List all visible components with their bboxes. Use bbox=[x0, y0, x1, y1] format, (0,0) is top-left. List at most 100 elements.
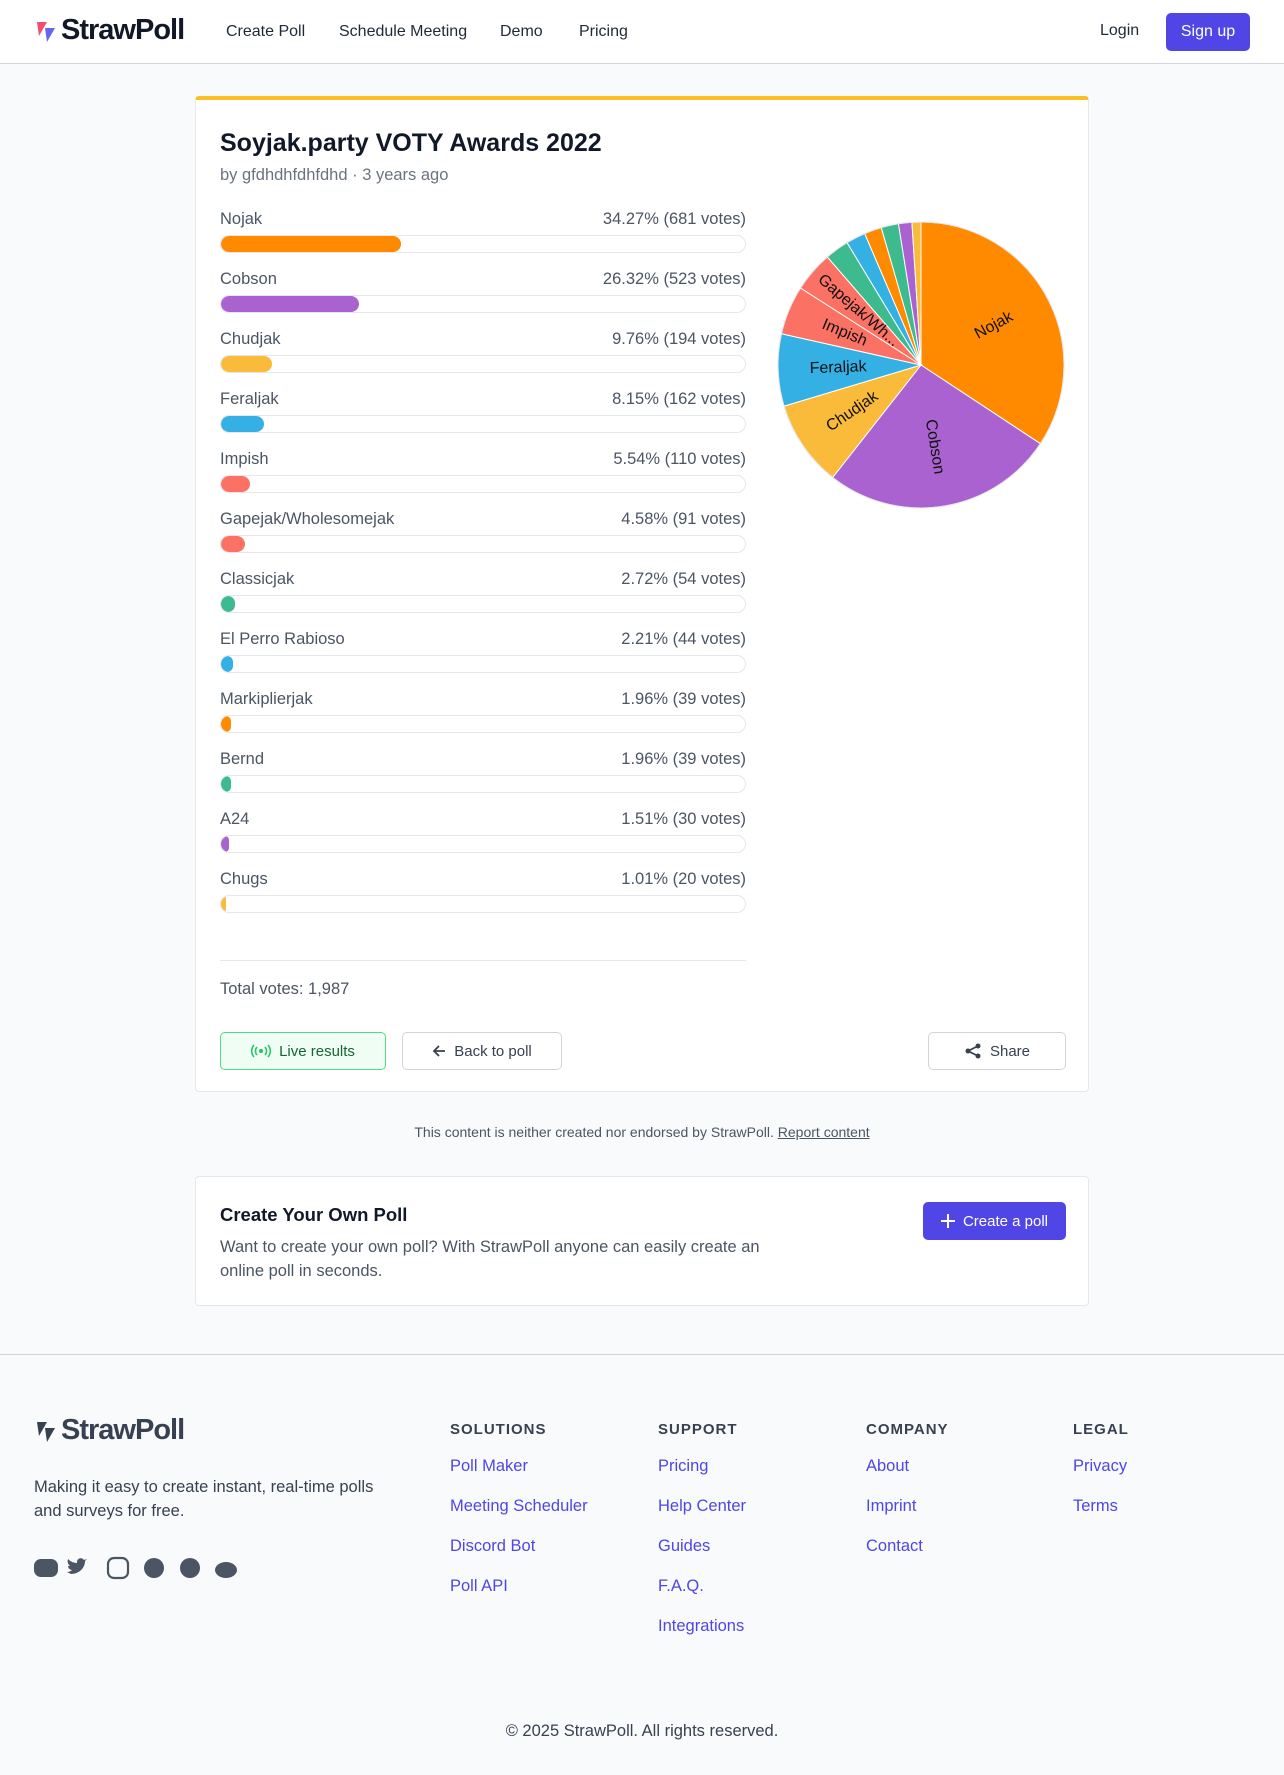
instagram-icon[interactable] bbox=[106, 1556, 130, 1580]
option-result: 1.51% (30 votes) bbox=[621, 810, 746, 828]
nav-link[interactable]: Pricing bbox=[579, 23, 628, 40]
nav-link[interactable]: Schedule Meeting bbox=[339, 23, 468, 40]
bar bbox=[221, 536, 245, 552]
poll-title: Soyjak.party VOTY Awards 2022 bbox=[220, 129, 602, 157]
pie-outline bbox=[777, 221, 1065, 509]
footer-logo[interactable]: StrawPoll bbox=[33, 1414, 185, 1447]
github-icon[interactable] bbox=[180, 1558, 200, 1578]
footer-link[interactable]: Terms bbox=[1073, 1497, 1118, 1515]
footer-link[interactable]: Contact bbox=[866, 1537, 923, 1555]
signup-button[interactable]: Sign up bbox=[1166, 13, 1250, 51]
footer-link[interactable]: Discord Bot bbox=[450, 1537, 536, 1555]
footer-link[interactable]: About bbox=[866, 1457, 910, 1475]
bar bbox=[221, 716, 232, 732]
login-link[interactable]: Login bbox=[1100, 22, 1140, 39]
poll-byline: by gfdhdhfdhfdhd · 3 years ago bbox=[220, 166, 449, 184]
logo-text: StrawPoll bbox=[61, 14, 185, 46]
option-name: Chudjak bbox=[220, 330, 281, 348]
footer-link[interactable]: Guides bbox=[658, 1537, 711, 1555]
footer-link[interactable]: Meeting Scheduler bbox=[450, 1497, 588, 1515]
pie-label: Feraljak bbox=[809, 358, 867, 377]
bar-track bbox=[220, 715, 746, 733]
back-button[interactable]: Back to poll bbox=[402, 1032, 562, 1070]
footer-link[interactable]: Help Center bbox=[658, 1497, 747, 1515]
footer-link[interactable]: Imprint bbox=[866, 1497, 917, 1515]
footer-link[interactable]: Poll API bbox=[450, 1577, 508, 1595]
live-results-button[interactable]: Live results bbox=[220, 1032, 386, 1070]
footer-link[interactable]: Poll Maker bbox=[450, 1457, 528, 1475]
plus-icon bbox=[940, 1214, 955, 1228]
logo-icon bbox=[37, 1421, 55, 1442]
nav-link[interactable]: Demo bbox=[500, 23, 543, 40]
option-name: Markiplierjak bbox=[220, 690, 313, 708]
bar-track bbox=[220, 415, 746, 433]
cta-text: Want to create your own poll? With Straw… bbox=[220, 1238, 760, 1280]
footer-link[interactable]: F.A.Q. bbox=[658, 1577, 704, 1595]
bar bbox=[221, 476, 251, 492]
arrow-icon bbox=[432, 1045, 446, 1057]
results-card: Soyjak.party VOTY Awards 2022 by gfdhdhf… bbox=[195, 96, 1089, 1092]
option-result: 1.96% (39 votes) bbox=[621, 750, 746, 768]
option-result: 1.96% (39 votes) bbox=[621, 690, 746, 708]
share-button[interactable]: Share bbox=[928, 1032, 1066, 1070]
footer-heading: COMPANY bbox=[866, 1421, 949, 1438]
bar-track bbox=[220, 835, 746, 853]
create-poll-button[interactable]: Create a poll bbox=[923, 1202, 1066, 1240]
bar bbox=[221, 596, 236, 612]
option-name: Classicjak bbox=[220, 570, 295, 588]
total-votes: Total votes: 1,987 bbox=[220, 980, 350, 998]
option-result: 5.54% (110 votes) bbox=[613, 450, 746, 468]
option-name: Impish bbox=[220, 450, 269, 468]
footer-link[interactable]: Integrations bbox=[658, 1617, 745, 1635]
twitter-icon[interactable] bbox=[67, 1558, 87, 1574]
share-icon bbox=[965, 1043, 981, 1059]
bar bbox=[221, 296, 359, 312]
bar-track bbox=[220, 775, 746, 793]
disclaimer-text: This content is neither created nor endo… bbox=[414, 1124, 774, 1140]
live-icon bbox=[251, 1044, 272, 1058]
live-label: Live results bbox=[279, 1042, 355, 1060]
option-result: 1.01% (20 votes) bbox=[621, 870, 746, 888]
option-name: Gapejak/Wholesomejak bbox=[220, 510, 395, 528]
footer-link[interactable]: Privacy bbox=[1073, 1457, 1128, 1475]
report-link[interactable]: Report content bbox=[777, 1124, 870, 1140]
logo-icon bbox=[37, 21, 55, 42]
option-name: Chugs bbox=[220, 870, 268, 888]
bar-track bbox=[220, 475, 746, 493]
create-poll-label: Create a poll bbox=[962, 1212, 1049, 1230]
bar-track bbox=[220, 655, 746, 673]
logo[interactable]: StrawPoll bbox=[33, 14, 185, 47]
bar-track bbox=[220, 595, 746, 613]
option-result: 8.15% (162 votes) bbox=[612, 390, 746, 408]
footer-heading: SUPPORT bbox=[658, 1421, 738, 1438]
copyright: © 2025 StrawPoll. All rights reserved. bbox=[505, 1722, 779, 1740]
footer-link[interactable]: Pricing bbox=[658, 1457, 709, 1475]
back-label: Back to poll bbox=[454, 1042, 532, 1060]
option-name: Nojak bbox=[220, 210, 263, 228]
pie-chart: NojakCobsonChudjakFeraljakImpishGapejak/… bbox=[777, 221, 1065, 509]
facebook-icon[interactable] bbox=[144, 1558, 164, 1578]
reddit-icon[interactable] bbox=[215, 1562, 237, 1578]
option-name: A24 bbox=[220, 810, 250, 828]
bar-track bbox=[220, 355, 746, 373]
option-result: 34.27% (681 votes) bbox=[602, 210, 746, 228]
cta-title: Create Your Own Poll bbox=[220, 1204, 408, 1225]
navbar: StrawPoll Create Poll Schedule Meeting D… bbox=[0, 0, 1284, 64]
option-result: 9.76% (194 votes) bbox=[612, 330, 746, 348]
bar-track bbox=[220, 535, 746, 553]
nav-link[interactable]: Create Poll bbox=[226, 23, 306, 40]
bar bbox=[221, 236, 401, 252]
discord-icon[interactable] bbox=[34, 1559, 58, 1577]
cta-card: Create Your Own Poll Want to create your… bbox=[195, 1176, 1089, 1306]
bar bbox=[221, 776, 232, 792]
share-label: Share bbox=[989, 1042, 1031, 1060]
social-icons bbox=[34, 1556, 237, 1580]
option-name: Feraljak bbox=[220, 390, 279, 408]
bar bbox=[221, 656, 233, 672]
bar-track bbox=[220, 235, 746, 253]
option-name: Bernd bbox=[220, 750, 265, 768]
bar bbox=[221, 896, 227, 912]
option-name: El Perro Rabioso bbox=[220, 630, 345, 648]
